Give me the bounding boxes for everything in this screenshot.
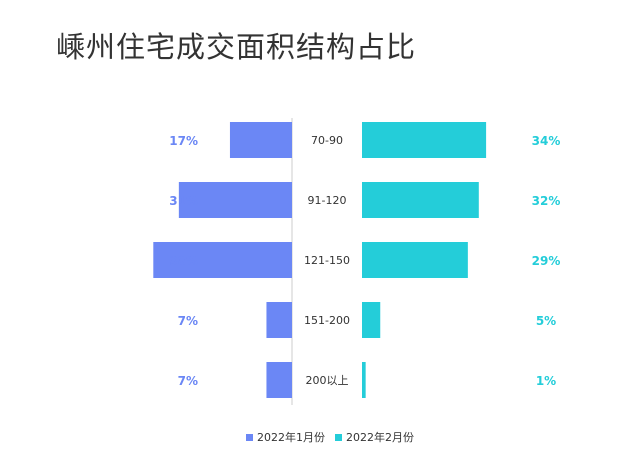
data-label-left-4: 7% [178, 374, 198, 388]
data-label-right-0: 34% [532, 134, 561, 148]
legend-swatch-1 [335, 434, 342, 441]
category-label-3: 151-200 [304, 314, 350, 327]
bar-right-0 [362, 122, 487, 158]
bar-right-4 [362, 362, 366, 398]
data-label-right-3: 5% [536, 314, 556, 328]
data-label-left-2: 38% [169, 254, 198, 268]
data-label-left-0: 17% [169, 134, 198, 148]
bar-left-3 [266, 302, 292, 338]
category-label-1: 91-120 [308, 194, 347, 207]
bar-right-1 [362, 182, 479, 218]
bar-left-0 [229, 122, 292, 158]
data-label-left-3: 7% [178, 314, 198, 328]
category-label-0: 70-90 [311, 134, 343, 147]
chart-title: 嵊州住宅成交面积结构占比 [56, 30, 417, 64]
legend-label-1: 2022年2月份 [346, 430, 414, 444]
category-label-4: 200以上 [306, 374, 349, 387]
legend-label-0: 2022年1月份 [257, 430, 325, 444]
category-label-2: 121-150 [304, 254, 350, 267]
bar-right-3 [362, 302, 381, 338]
bar-left-4 [266, 362, 292, 398]
bar-right-2 [362, 242, 468, 278]
data-label-right-2: 29% [532, 254, 561, 268]
legend-swatch-0 [246, 434, 253, 441]
data-label-right-4: 1% [536, 374, 556, 388]
data-label-right-1: 32% [532, 194, 561, 208]
bar-left-2 [153, 242, 292, 278]
bar-left-1 [178, 182, 292, 218]
data-label-left-1: 31% [169, 194, 198, 208]
